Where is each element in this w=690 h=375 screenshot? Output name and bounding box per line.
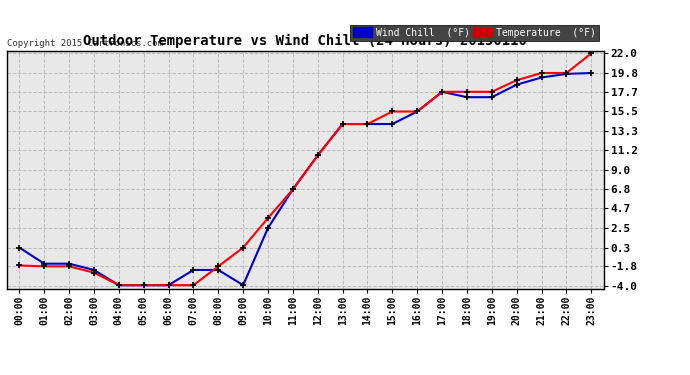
Text: Copyright 2015 Cartronics.com: Copyright 2015 Cartronics.com	[7, 39, 163, 48]
Legend: Wind Chill  (°F), Temperature  (°F): Wind Chill (°F), Temperature (°F)	[350, 24, 599, 40]
Title: Outdoor Temperature vs Wind Chill (24 Hours) 20150110: Outdoor Temperature vs Wind Chill (24 Ho…	[83, 34, 527, 48]
